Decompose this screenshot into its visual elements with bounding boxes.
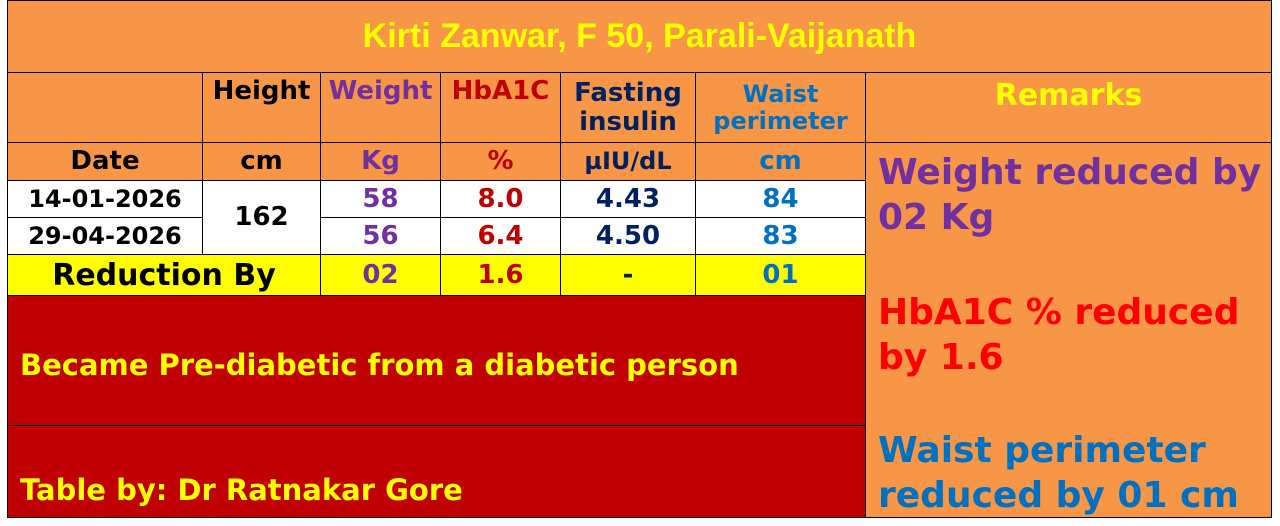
note: Table by: Dr Ratnakar Gore [7,425,866,518]
cell: 83 [695,217,866,255]
reduction: 01 [695,254,866,296]
cell: 4.50 [560,217,696,255]
date: 29-04-2026 [7,217,203,255]
header-cell [7,72,203,143]
reduction: 02 [320,254,441,296]
remark: HbA1C % reduced by 1.6 [878,292,1240,378]
remark: Weight reduced by 02 Kg [878,152,1262,238]
cell: 84 [695,180,866,218]
cell: 56 [320,217,441,255]
remarks-title: Remarks [865,72,1272,143]
unit: cm [202,142,321,181]
unit: Date [7,142,203,181]
cell: 4.43 [560,180,696,218]
header: HbA1C [440,72,561,143]
reduction-label: Reduction By [7,254,321,296]
cell: 6.4 [440,217,561,255]
reduction: - [560,254,696,296]
remark: Waist perimeter reduced by 01 cm [878,430,1239,516]
cell: 58 [320,180,441,218]
reduction: 1.6 [440,254,561,296]
header: Height [202,72,321,143]
remarks-panel [865,142,1272,518]
title: Kirti Zanwar, F 50, Parali-Vaijanath [7,0,1272,73]
unit: Kg [320,142,441,181]
note: Became Pre-diabetic from a diabetic pers… [7,295,866,426]
unit: µIU/dL [560,142,696,181]
height: 162 [202,180,321,255]
header: Weight [320,72,441,143]
header: Waist perimeter [695,72,866,143]
date: 14-01-2026 [7,180,203,218]
unit: cm [695,142,866,181]
unit: % [440,142,561,181]
cell: 8.0 [440,180,561,218]
header: Fasting insulin [560,72,696,143]
